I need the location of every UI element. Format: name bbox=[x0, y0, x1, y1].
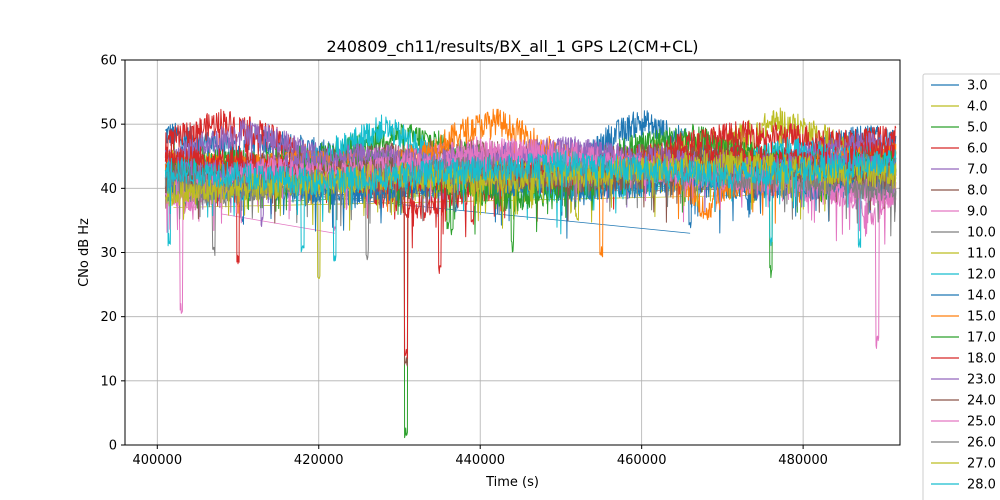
legend: 3.0 4.0 5.0 6.0 7.0 8.0 9.0 10.0 11.0 12.0 14.0 15.… bbox=[922, 73, 1000, 500]
legend-label-3-0: 3.0 bbox=[967, 79, 988, 94]
legend-label-24-0: 24.0 bbox=[967, 394, 996, 409]
legend-box bbox=[922, 73, 1000, 500]
y-axis-label: CNo dB Hz bbox=[77, 218, 92, 287]
legend-label-8-0: 8.0 bbox=[967, 184, 988, 199]
y-tick-label-5: 50 bbox=[100, 118, 117, 133]
legend-label-17-0: 17.0 bbox=[967, 331, 996, 346]
legend-label-27-0: 27.0 bbox=[967, 457, 996, 472]
legend-label-11-0: 11.0 bbox=[967, 247, 996, 262]
y-tick-label-4: 40 bbox=[100, 182, 117, 197]
x-tick-label-3: 460000 bbox=[617, 453, 667, 468]
legend-label-6-0: 6.0 bbox=[967, 142, 988, 157]
legend-label-14-0: 14.0 bbox=[967, 289, 996, 304]
y-tick-label-0: 0 bbox=[109, 439, 117, 454]
legend-label-10-0: 10.0 bbox=[967, 226, 996, 241]
chart-title: 240809_ch11/results/BX_all_1 GPS L2(CM+C… bbox=[327, 37, 699, 57]
legend-label-23-0: 23.0 bbox=[967, 373, 996, 388]
x-tick-label-0: 400000 bbox=[132, 453, 182, 468]
legend-label-12-0: 12.0 bbox=[967, 268, 996, 283]
series-line-28-0 bbox=[164, 149, 897, 222]
x-axis-label: Time (s) bbox=[485, 475, 539, 490]
legend-label-5-0: 5.0 bbox=[967, 121, 988, 136]
grid-lines bbox=[125, 59, 900, 446]
y-axis-ticks: 0 10 20 30 40 50 60 bbox=[100, 54, 125, 454]
y-tick-label-1: 10 bbox=[100, 374, 117, 389]
legend-label-15-0: 15.0 bbox=[967, 310, 996, 325]
x-tick-label-1: 420000 bbox=[294, 453, 344, 468]
x-axis-ticks: 400000 420000 440000 460000 480000 bbox=[132, 445, 828, 468]
legend-label-18-0: 18.0 bbox=[967, 352, 996, 367]
x-tick-label-2: 440000 bbox=[455, 453, 505, 468]
legend-label-7-0: 7.0 bbox=[967, 163, 988, 178]
y-tick-label-2: 20 bbox=[100, 310, 117, 325]
x-tick-label-4: 480000 bbox=[778, 453, 828, 468]
legend-label-26-0: 26.0 bbox=[967, 436, 996, 451]
legend-label-25-0: 25.0 bbox=[967, 415, 996, 430]
legend-label-9-0: 9.0 bbox=[967, 205, 988, 220]
legend-label-28-0: 28.0 bbox=[967, 478, 996, 493]
y-tick-label-6: 60 bbox=[100, 54, 117, 69]
plot-series bbox=[164, 107, 897, 439]
legend-label-4-0: 4.0 bbox=[967, 100, 988, 115]
y-tick-label-3: 30 bbox=[100, 246, 117, 261]
